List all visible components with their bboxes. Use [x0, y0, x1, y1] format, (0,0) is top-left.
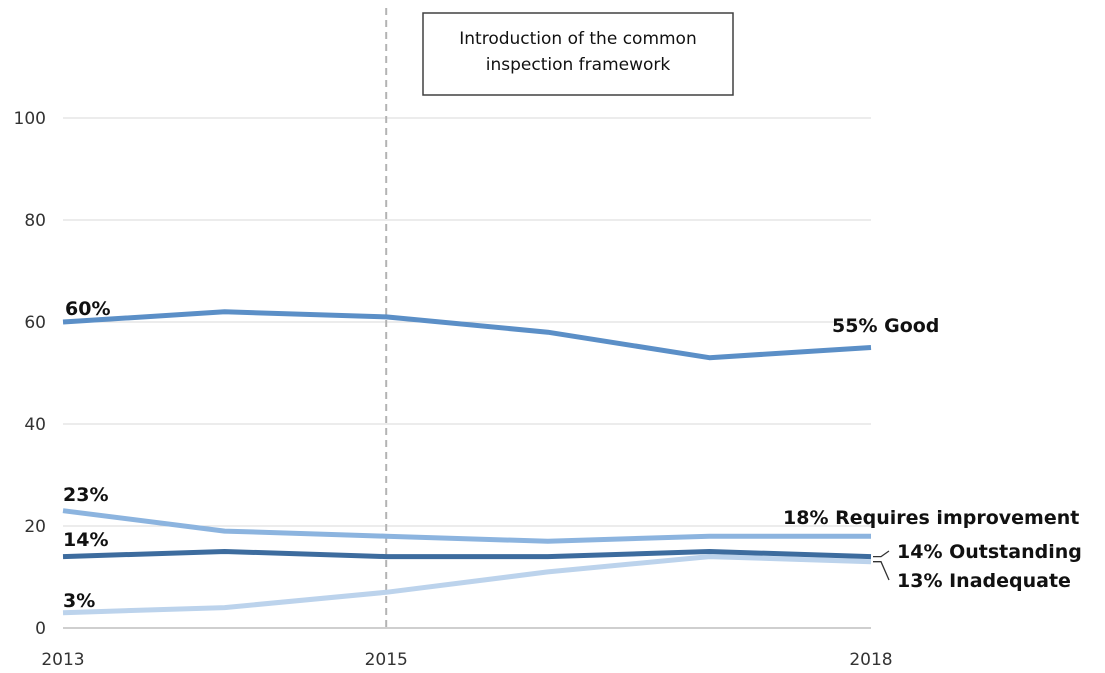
y-axis-ticks: 0 20 40 60 80 100: [14, 109, 46, 639]
y-tick-label: 60: [24, 313, 46, 333]
start-label-outstanding: 14%: [63, 529, 108, 551]
x-tick-label: 2013: [41, 650, 84, 670]
x-tick-label: 2015: [365, 650, 408, 670]
series-line-inadequate: [62, 554, 872, 616]
y-tick-label: 0: [35, 619, 46, 639]
start-label-requires-improvement: 23%: [63, 484, 108, 506]
series-lines: [62, 309, 872, 616]
annotation-text-line-1: Introduction of the common: [459, 29, 697, 49]
end-label-inadequate: 13% Inadequate: [897, 570, 1071, 592]
series-line-requires-improvement: [62, 508, 871, 544]
y-tick-label: 100: [14, 109, 46, 129]
series-line-good: [62, 309, 872, 361]
y-tick-label: 40: [24, 415, 46, 435]
end-label-good: 55% Good: [832, 315, 939, 337]
gridlines: [63, 117, 871, 527]
end-label-requires-improvement: 18% Requires improvement: [783, 507, 1079, 529]
series-line-outstanding: [62, 549, 872, 560]
end-label-outstanding: 14% Outstanding: [897, 541, 1082, 563]
y-tick-label: 80: [24, 211, 46, 231]
start-label-good: 60%: [65, 298, 110, 320]
leader-line-inadequate: [873, 561, 890, 581]
start-label-inadequate: 3%: [63, 590, 95, 612]
x-axis-ticks: 2013 2015 2018: [41, 650, 892, 670]
series-labels: 60% 55% Good 23% 18% Requires improvement 14…: [63, 298, 1082, 612]
annotation-box: [422, 12, 734, 96]
y-tick-label: 20: [24, 517, 46, 537]
leader-line-outstanding: [873, 550, 890, 558]
annotation-text-line-2: inspection framework: [486, 55, 671, 75]
x-tick-label: 2018: [849, 650, 892, 670]
framework-annotation: Introduction of the common inspection fr…: [422, 12, 734, 96]
